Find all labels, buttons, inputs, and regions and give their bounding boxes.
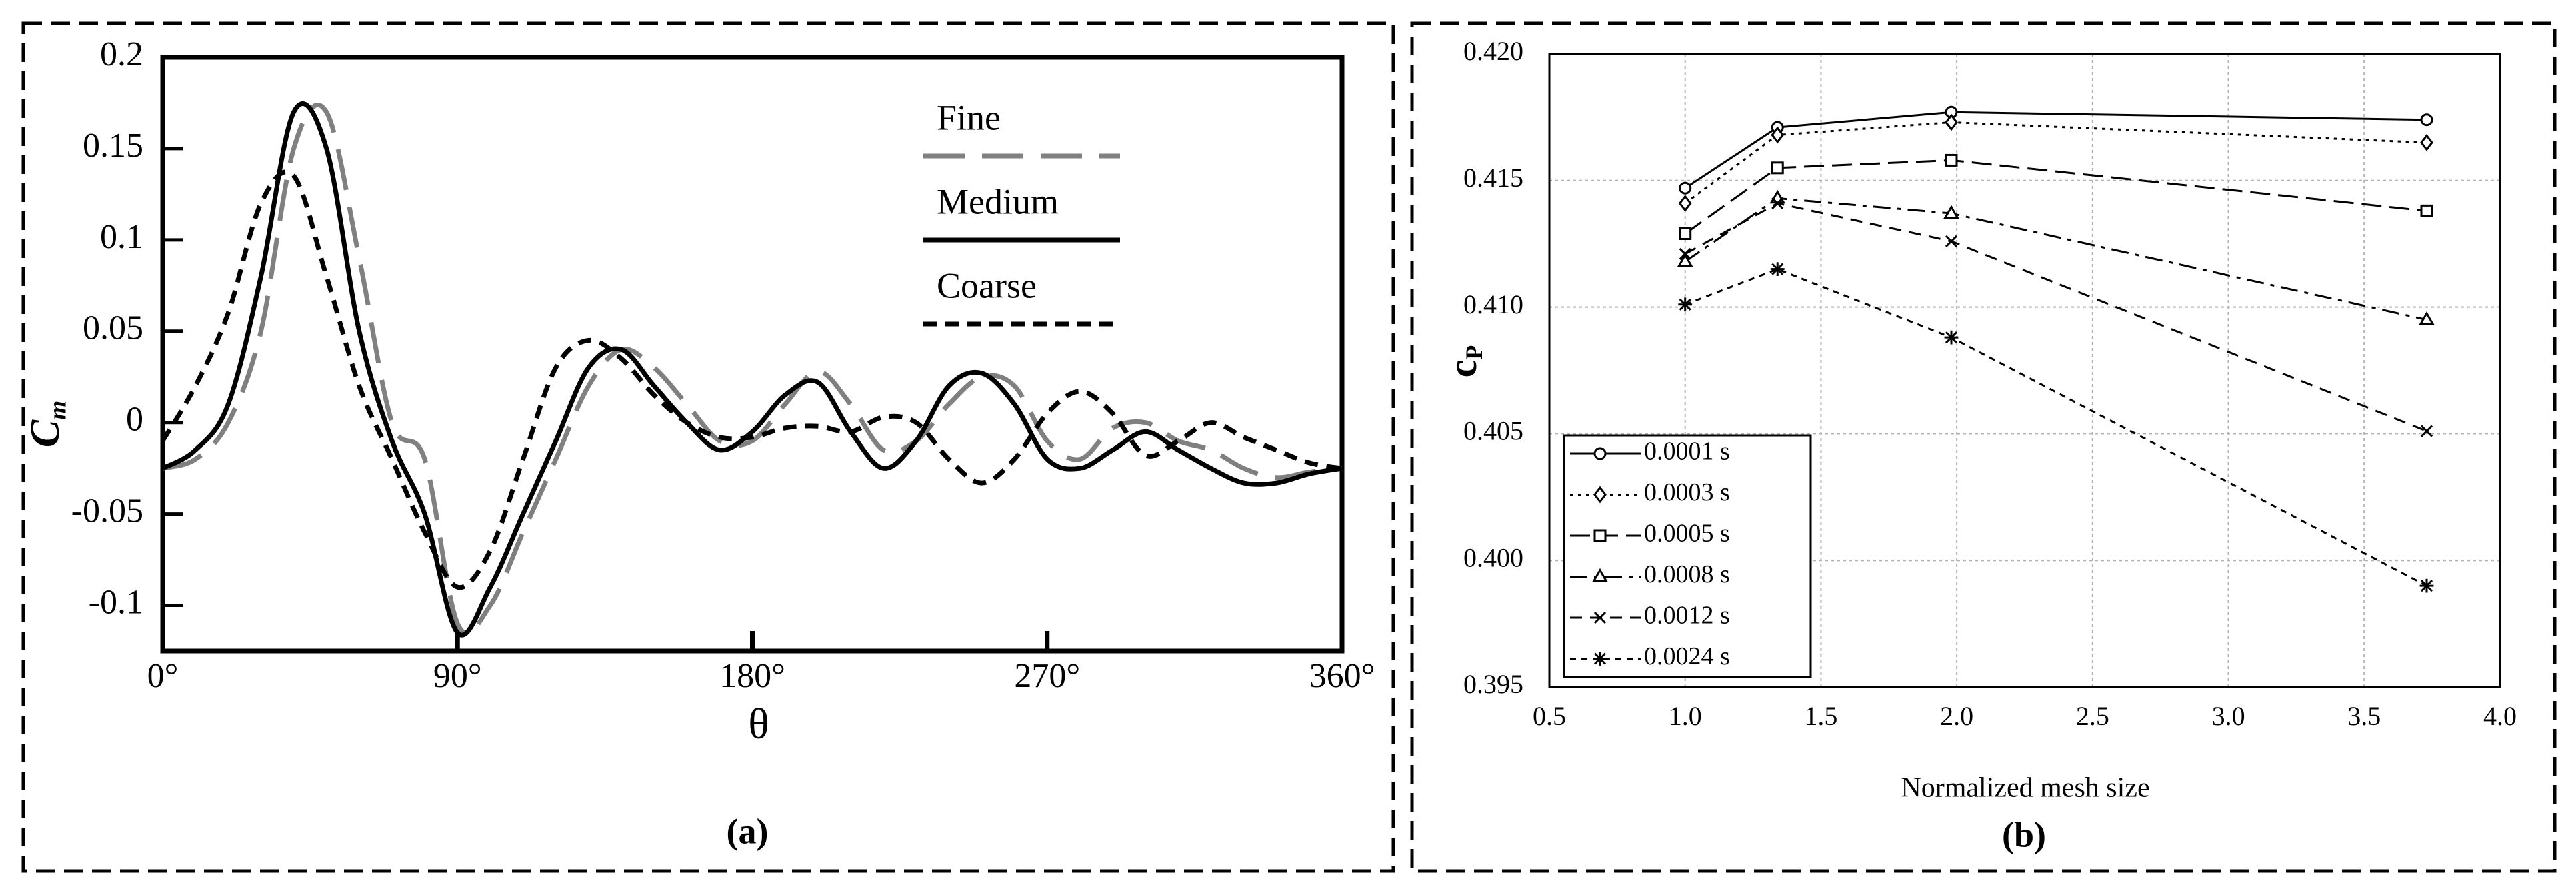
marker (1593, 447, 1607, 460)
marker (2420, 425, 2433, 437)
series-line (1684, 159, 2427, 235)
y-axis-label: cP (1441, 345, 1488, 378)
panel-caption: (a) (727, 811, 769, 851)
series-line (161, 101, 1343, 638)
panel-caption: (b) (2002, 814, 2046, 854)
marker (1771, 161, 1784, 175)
panel-border (21, 21, 1395, 873)
y-axis-label-main: c (1441, 360, 1485, 378)
y-tick-label: 0.410 (1463, 289, 1523, 319)
y-axis-label-main: C (23, 419, 68, 448)
series-line (1685, 268, 2427, 587)
marker (1677, 253, 1693, 267)
marker (1771, 126, 1785, 144)
marker (1593, 529, 1607, 542)
legend-label: 0.0001 s (1644, 437, 1730, 466)
y-tick-label: 0.15 (83, 127, 143, 165)
legend-label: Fine (937, 97, 1001, 137)
y-tick-label: -0.05 (71, 492, 143, 530)
marker (1679, 181, 1692, 195)
marker (1943, 205, 1959, 219)
plot-frame (1548, 53, 2501, 688)
marker (1944, 330, 1959, 345)
plot-frame (160, 55, 1345, 654)
y-tick-label: 0 (126, 401, 143, 439)
series-line (162, 103, 1343, 636)
panel-border (1410, 21, 2557, 873)
marker (1678, 195, 1692, 212)
y-axis-label-sub: m (44, 401, 71, 420)
x-tick-label: 90° (433, 657, 482, 695)
y-tick-label: 0.400 (1463, 542, 1523, 572)
x-tick-label: 1.5 (1804, 701, 1837, 731)
series-line (160, 169, 1343, 590)
x-tick-label: 180° (719, 657, 785, 695)
y-tick-label: 0.1 (100, 218, 143, 256)
legend-label: 0.0005 s (1644, 520, 1730, 548)
marker (1945, 113, 1958, 131)
marker (2419, 578, 2434, 593)
legend-label: 0.0003 s (1644, 478, 1730, 506)
y-tick-label: 0.415 (1463, 163, 1523, 193)
marker (1592, 568, 1608, 582)
y-axis-label: Cm (23, 401, 71, 448)
series-line (1684, 197, 2427, 321)
x-tick-label: 3.5 (2347, 701, 2381, 731)
x-tick-label: 3.0 (2212, 701, 2245, 731)
legend-label: Medium (937, 181, 1059, 221)
x-tick-label: 2.0 (1940, 701, 1973, 731)
x-tick-label: 1.0 (1669, 701, 1702, 731)
marker (1945, 153, 1958, 167)
marker (1679, 227, 1692, 241)
x-tick-label: 4.0 (2483, 701, 2517, 731)
legend-label: Coarse (937, 265, 1037, 305)
marker (1771, 197, 1784, 210)
x-axis-label: Normalized mesh size (1901, 773, 2149, 804)
y-tick-label: 0.395 (1463, 669, 1523, 699)
marker (1770, 262, 1785, 277)
marker (1678, 297, 1693, 312)
marker (1593, 652, 1607, 666)
x-tick-label: 270° (1014, 657, 1080, 695)
marker (2419, 311, 2435, 325)
marker (1593, 486, 1607, 504)
y-tick-label: 0.2 (100, 35, 143, 73)
marker (2420, 133, 2433, 151)
marker (2420, 204, 2433, 217)
marker (2420, 113, 2433, 127)
series-line (1684, 111, 2427, 189)
x-tick-label: 2.5 (2076, 701, 2109, 731)
y-tick-label: -0.1 (89, 583, 143, 621)
marker (1679, 247, 1691, 260)
legend-box (1563, 434, 1812, 678)
x-tick-label: 0.5 (1533, 701, 1566, 731)
x-axis-label: θ (748, 700, 769, 748)
y-tick-label: 0.05 (83, 309, 143, 347)
y-axis-label-sub: P (1461, 345, 1487, 360)
marker (1945, 235, 1958, 247)
series-line (1684, 121, 2427, 205)
y-tick-label: 0.420 (1463, 36, 1523, 66)
marker (1593, 611, 1607, 624)
x-tick-label: 0° (147, 657, 179, 695)
legend-label: 0.0012 s (1644, 602, 1730, 630)
legend-label: 0.0024 s (1644, 642, 1730, 670)
y-tick-label: 0.405 (1463, 416, 1523, 446)
legend-label: 0.0008 s (1644, 560, 1730, 588)
x-tick-label: 360° (1309, 657, 1375, 695)
